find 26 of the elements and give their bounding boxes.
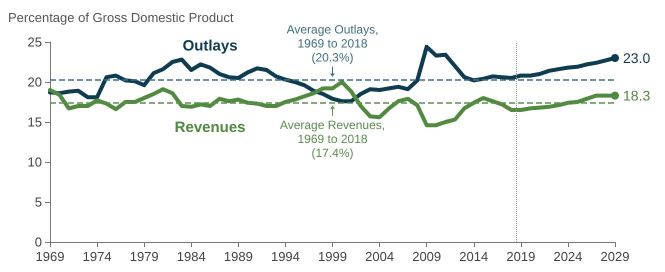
data-label: 18.3 <box>623 88 650 104</box>
x-tick-label: 2029 <box>600 249 630 264</box>
data-label: 23.0 <box>623 50 650 66</box>
annotation: Average Revenues, 1969 to 2018 (17.4%) <box>280 118 386 160</box>
x-tick-label: 1984 <box>176 249 206 264</box>
x-tick-label: 2024 <box>553 249 582 264</box>
x-tick-label: 1989 <box>224 249 253 264</box>
x-tick-label: 2014 <box>459 249 488 264</box>
y-tick-label: 15 <box>28 114 42 130</box>
x-tick-label: 1974 <box>82 249 112 264</box>
y-tick-label: 5 <box>34 194 42 210</box>
x-tick-label: 1994 <box>270 249 300 264</box>
x-tick-label: 1999 <box>318 249 347 264</box>
series-label: Revenues <box>174 119 246 136</box>
y-tick-label: 20 <box>28 74 42 90</box>
y-axis-title: Percentage of Gross Domestic Product <box>8 10 234 25</box>
annotation: Average Outlays, 1969 to 2018 (20.3%) <box>286 22 378 65</box>
x-tick-label: 2004 <box>365 249 394 264</box>
x-tick-label: 2009 <box>412 249 442 264</box>
series-label: Outlays <box>182 38 238 55</box>
x-tick-label: 1979 <box>130 249 159 264</box>
x-tick-label: 1969 <box>36 249 64 264</box>
x-tick-label: 2019 <box>506 249 536 264</box>
y-tick-label: 25 <box>28 34 42 50</box>
y-tick-label: 10 <box>28 154 42 170</box>
y-tick-label: 0 <box>34 234 42 250</box>
